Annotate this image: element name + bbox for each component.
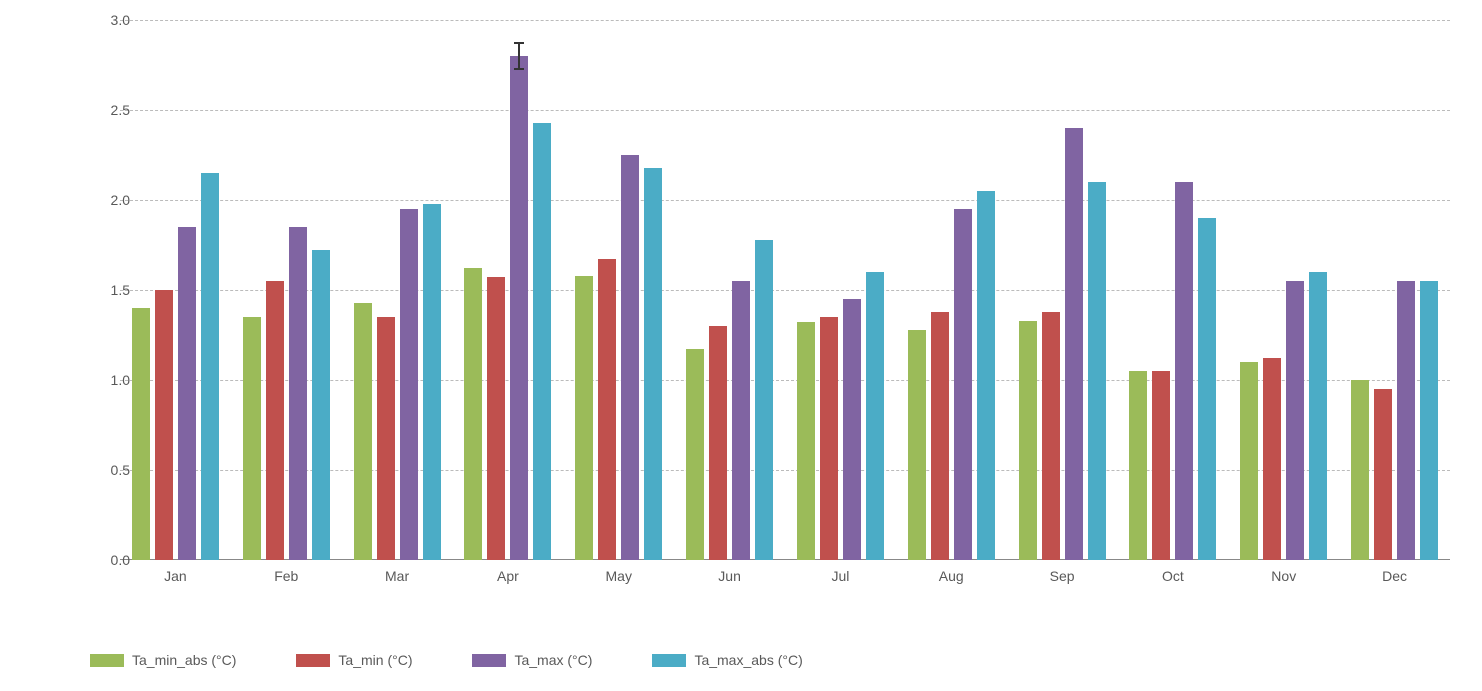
bar	[201, 173, 219, 560]
bar	[621, 155, 639, 560]
legend-item: Ta_max (°C)	[472, 652, 592, 668]
legend-label: Ta_max (°C)	[514, 652, 592, 668]
y-tick-label: 0.0	[70, 552, 130, 568]
x-tick-label: Oct	[1162, 568, 1184, 584]
bar	[1175, 182, 1193, 560]
bar	[1397, 281, 1415, 560]
legend-swatch	[652, 654, 686, 667]
x-tick-label: Feb	[274, 568, 298, 584]
x-tick-label: Aug	[939, 568, 964, 584]
bar	[1286, 281, 1304, 560]
y-tick-label: 3.0	[70, 12, 130, 28]
bar	[533, 123, 551, 560]
x-tick-label: Jul	[831, 568, 849, 584]
bar	[400, 209, 418, 560]
x-tick-label: May	[606, 568, 632, 584]
error-cap	[514, 42, 524, 44]
bar	[1042, 312, 1060, 560]
bar	[866, 272, 884, 560]
legend-swatch	[90, 654, 124, 667]
bar	[598, 259, 616, 560]
plot-area	[120, 20, 1450, 560]
legend-label: Ta_max_abs (°C)	[694, 652, 802, 668]
bar	[644, 168, 662, 560]
bar	[155, 290, 173, 560]
bar	[1152, 371, 1170, 560]
y-tick-label: 1.5	[70, 282, 130, 298]
bar	[1088, 182, 1106, 560]
legend-label: Ta_min_abs (°C)	[132, 652, 236, 668]
legend: Ta_min_abs (°C) Ta_min (°C) Ta_max (°C) Ta_…	[90, 635, 1482, 685]
y-tick-label: 1.0	[70, 372, 130, 388]
bar	[510, 56, 528, 560]
bar	[423, 204, 441, 560]
bar	[843, 299, 861, 560]
error-bar	[518, 43, 520, 68]
bar	[1263, 358, 1281, 560]
bar	[312, 250, 330, 560]
bar	[266, 281, 284, 560]
bar	[709, 326, 727, 560]
legend-swatch	[296, 654, 330, 667]
legend-item: Ta_min (°C)	[296, 652, 412, 668]
legend-swatch	[472, 654, 506, 667]
y-tick-label: 0.5	[70, 462, 130, 478]
gridline	[120, 20, 1450, 21]
y-tick-label: 2.0	[70, 192, 130, 208]
bar	[977, 191, 995, 560]
x-tick-label: Jun	[718, 568, 741, 584]
legend-item: Ta_max_abs (°C)	[652, 652, 802, 668]
bar	[1129, 371, 1147, 560]
x-tick-label: Nov	[1271, 568, 1296, 584]
bar	[820, 317, 838, 560]
bar	[1420, 281, 1438, 560]
bar	[954, 209, 972, 560]
chart-container: 0.0 0.5 1.0 1.5 2.0 2.5 3.0 Jan Feb Mar Apr May Jun…	[50, 10, 1470, 680]
x-tick-label: Sep	[1050, 568, 1075, 584]
y-tick-label: 2.5	[70, 102, 130, 118]
bar	[908, 330, 926, 560]
x-tick-label: Mar	[385, 568, 409, 584]
legend-item: Ta_min_abs (°C)	[90, 652, 236, 668]
bar	[1309, 272, 1327, 560]
gridline	[120, 110, 1450, 111]
legend-label: Ta_min (°C)	[338, 652, 412, 668]
bar	[1019, 321, 1037, 560]
bar	[575, 276, 593, 560]
bar	[797, 322, 815, 560]
bar	[464, 268, 482, 560]
bar	[686, 349, 704, 560]
error-cap	[514, 68, 524, 70]
bar	[289, 227, 307, 560]
bar	[1240, 362, 1258, 560]
bar	[1198, 218, 1216, 560]
bar	[755, 240, 773, 560]
x-tick-label: Dec	[1382, 568, 1407, 584]
bar	[132, 308, 150, 560]
bar	[377, 317, 395, 560]
bar	[354, 303, 372, 560]
x-tick-label: Jan	[164, 568, 187, 584]
bar	[1351, 380, 1369, 560]
bar	[1374, 389, 1392, 560]
bar	[487, 277, 505, 560]
x-tick-label: Apr	[497, 568, 519, 584]
gridline	[120, 200, 1450, 201]
bar	[732, 281, 750, 560]
bar	[931, 312, 949, 560]
bar	[1065, 128, 1083, 560]
bar	[243, 317, 261, 560]
bar	[178, 227, 196, 560]
